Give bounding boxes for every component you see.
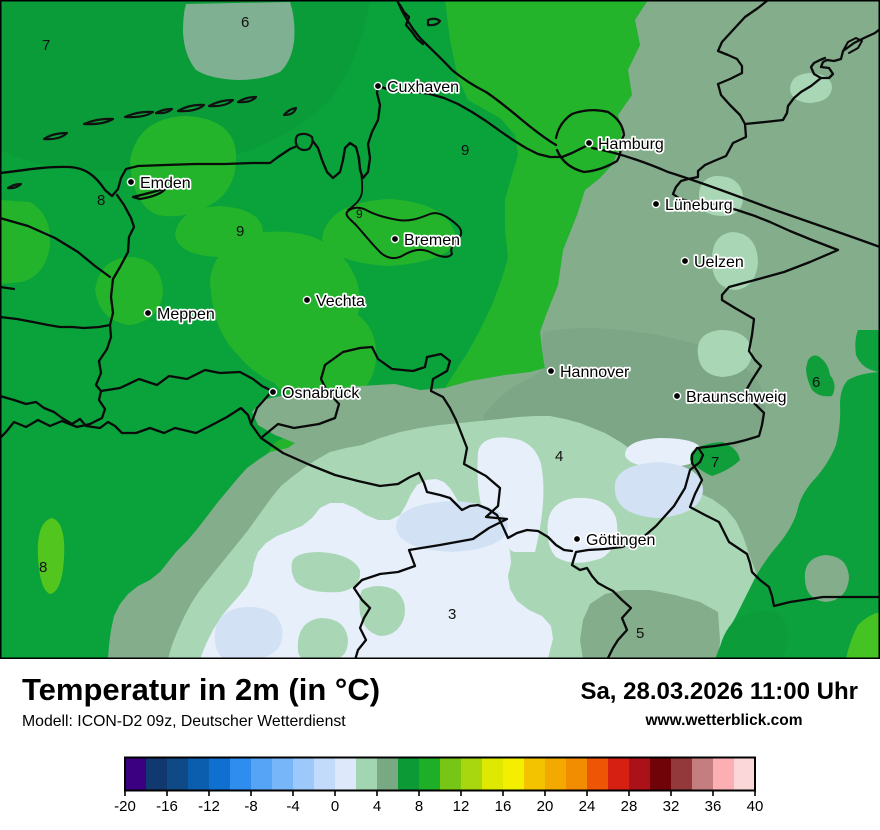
svg-text:5: 5: [636, 625, 644, 642]
svg-text:32: 32: [663, 798, 680, 815]
svg-text:4: 4: [555, 448, 563, 465]
svg-text:Osnabrück: Osnabrück: [282, 385, 360, 402]
svg-text:Hannover: Hannover: [560, 364, 630, 381]
svg-text:12: 12: [453, 798, 470, 815]
svg-text:9: 9: [461, 142, 469, 159]
svg-text:-20: -20: [114, 798, 136, 815]
svg-text:7: 7: [711, 454, 719, 471]
svg-text:Temperatur in 2m (in °C): Temperatur in 2m (in °C): [22, 672, 380, 707]
svg-text:Uelzen: Uelzen: [694, 254, 744, 271]
svg-text:40: 40: [747, 798, 764, 815]
svg-text:24: 24: [579, 798, 596, 815]
svg-text:Cuxhaven: Cuxhaven: [387, 79, 459, 96]
svg-text:Modell: ICON-D2 09z, Deutscher: Modell: ICON-D2 09z, Deutscher Wetterdie…: [22, 713, 346, 730]
svg-text:8: 8: [39, 559, 47, 576]
svg-text:9: 9: [236, 223, 244, 240]
svg-text:4: 4: [373, 798, 381, 815]
svg-text:-16: -16: [156, 798, 178, 815]
svg-text:-8: -8: [244, 798, 257, 815]
svg-text:8: 8: [97, 192, 105, 209]
svg-text:16: 16: [495, 798, 512, 815]
svg-text:3: 3: [448, 606, 456, 623]
svg-text:Lüneburg: Lüneburg: [665, 197, 733, 214]
svg-text:Bremen: Bremen: [404, 232, 460, 249]
svg-text:Sa, 28.03.2026 11:00 Uhr: Sa, 28.03.2026 11:00 Uhr: [580, 678, 858, 705]
svg-text:6: 6: [812, 374, 820, 391]
svg-text:Vechta: Vechta: [316, 293, 365, 310]
svg-text:Göttingen: Göttingen: [586, 532, 655, 549]
svg-text:-4: -4: [286, 798, 299, 815]
svg-text:Meppen: Meppen: [157, 306, 215, 323]
svg-text:0: 0: [331, 798, 339, 815]
svg-text:Emden: Emden: [140, 175, 191, 192]
svg-text:7: 7: [42, 37, 50, 54]
svg-text:www.wetterblick.com: www.wetterblick.com: [644, 712, 802, 729]
svg-text:8: 8: [415, 798, 423, 815]
svg-text:20: 20: [537, 798, 554, 815]
svg-text:9: 9: [356, 207, 363, 221]
svg-text:28: 28: [621, 798, 638, 815]
svg-text:36: 36: [705, 798, 722, 815]
svg-text:Hamburg: Hamburg: [598, 136, 664, 153]
svg-text:-12: -12: [198, 798, 220, 815]
svg-text:Braunschweig: Braunschweig: [686, 389, 787, 406]
svg-text:6: 6: [241, 14, 249, 31]
